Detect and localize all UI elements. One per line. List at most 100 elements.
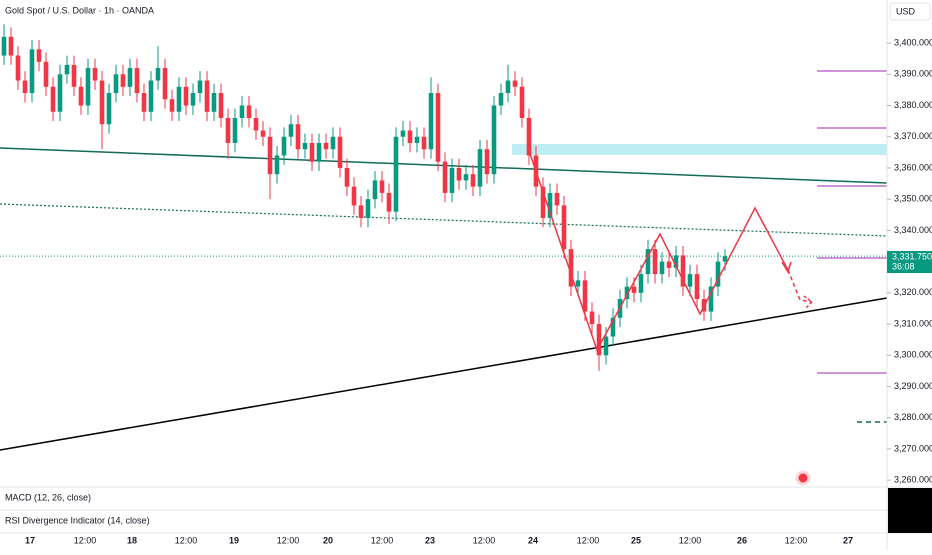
candle-body <box>29 49 35 94</box>
candle-body <box>652 249 658 275</box>
y-tick-label: 3,360.000 <box>894 162 932 172</box>
candle-body <box>631 286 637 293</box>
candle-body <box>435 93 441 162</box>
x-tick-label: 12:00 <box>371 535 394 545</box>
candle-body <box>386 192 392 212</box>
candle-body <box>393 136 399 212</box>
event-icon[interactable] <box>795 470 811 486</box>
candle-body <box>113 74 119 94</box>
candle-body <box>295 124 301 150</box>
candle-body <box>428 93 434 150</box>
candle-body <box>1 36 7 56</box>
candle-body <box>505 80 511 94</box>
candle-body <box>246 105 252 119</box>
candle-body <box>43 61 49 87</box>
candle-body <box>330 136 336 150</box>
candle-body <box>603 336 609 356</box>
candle-body <box>715 261 721 287</box>
candle-body <box>638 274 644 293</box>
indicator-label[interactable]: MACD (12, 26, close) <box>5 492 91 502</box>
y-tick-label: 3,380.000 <box>894 100 932 110</box>
candle-body <box>680 255 686 287</box>
candle-body <box>519 86 525 119</box>
candle-body <box>526 118 532 156</box>
zigzag <box>527 147 789 352</box>
candle-body <box>232 118 238 143</box>
levels <box>817 70 887 374</box>
candle-body <box>281 136 287 156</box>
candle-body <box>162 68 168 100</box>
candle-body <box>141 93 147 112</box>
candle-body <box>99 80 105 125</box>
candle-body <box>561 205 567 250</box>
candle-body <box>484 149 490 175</box>
y-tick-label: 3,370.000 <box>894 131 932 141</box>
candle-body <box>148 80 154 112</box>
candle-body <box>288 124 294 137</box>
candle-body <box>274 155 280 175</box>
currency-button[interactable] <box>889 2 931 21</box>
candle-body <box>610 317 616 337</box>
x-tick-label: 12:00 <box>679 535 702 545</box>
candle-body <box>575 280 581 287</box>
candle-body <box>624 286 630 300</box>
candle-body <box>267 136 273 175</box>
x-tick-label: 18 <box>127 535 137 545</box>
candle-body <box>337 136 343 168</box>
candle-body <box>491 105 497 175</box>
candle-body <box>379 180 385 193</box>
candle-body <box>456 167 462 181</box>
candle-body <box>183 86 189 106</box>
candle-body <box>512 80 518 87</box>
candle-body <box>673 255 679 268</box>
y-tick-label: 3,320.000 <box>894 287 932 297</box>
candle-body <box>372 180 378 200</box>
x-tick-label: 27 <box>843 535 853 545</box>
candle-body <box>92 68 98 81</box>
pane-scale <box>888 488 932 533</box>
candle-body <box>323 142 329 150</box>
candle-body <box>169 99 175 112</box>
x-tick-label: 17 <box>25 535 35 545</box>
y-tick-label: 3,290.000 <box>894 381 932 391</box>
candle-body <box>708 286 714 312</box>
candle-body <box>155 68 161 81</box>
candle-body <box>260 130 266 137</box>
y-tick-label: 3,400.000 <box>894 37 932 47</box>
y-tick-label: 3,310.000 <box>894 318 932 328</box>
x-tick-label: 12:00 <box>74 535 97 545</box>
candle-body <box>120 74 126 87</box>
candle-body <box>106 93 112 125</box>
candle-body <box>127 68 133 87</box>
currency[interactable]: USD <box>896 6 916 16</box>
candle-body <box>211 93 217 112</box>
candle-body <box>344 167 350 187</box>
x-tick-label: 19 <box>229 535 239 545</box>
x-tick-label: 20 <box>323 535 333 545</box>
candle-body <box>582 280 588 312</box>
candle-body <box>568 249 574 287</box>
candle-body <box>78 86 84 106</box>
indicator-label[interactable]: RSI Divergence Indicator (14, close) <box>5 515 150 525</box>
candle-body <box>645 249 651 275</box>
candle-body <box>449 167 455 193</box>
candle-body <box>134 68 140 94</box>
candle-body <box>50 86 56 112</box>
y-tick-label: 3,350.000 <box>894 194 932 204</box>
candle-body <box>57 74 63 112</box>
candle-body <box>694 274 700 300</box>
y-tick-label: 3,300.000 <box>894 350 932 360</box>
candle-body <box>463 174 469 181</box>
y-tick-label: 3,340.000 <box>894 225 932 235</box>
candle-body <box>309 142 315 162</box>
candle-body <box>414 136 420 143</box>
candle-body <box>85 68 91 106</box>
x-tick-label: 12:00 <box>785 535 808 545</box>
arrow <box>803 295 814 309</box>
candle-body <box>176 86 182 112</box>
y-tick-label: 3,280.000 <box>894 412 932 422</box>
candle-body <box>351 186 357 206</box>
